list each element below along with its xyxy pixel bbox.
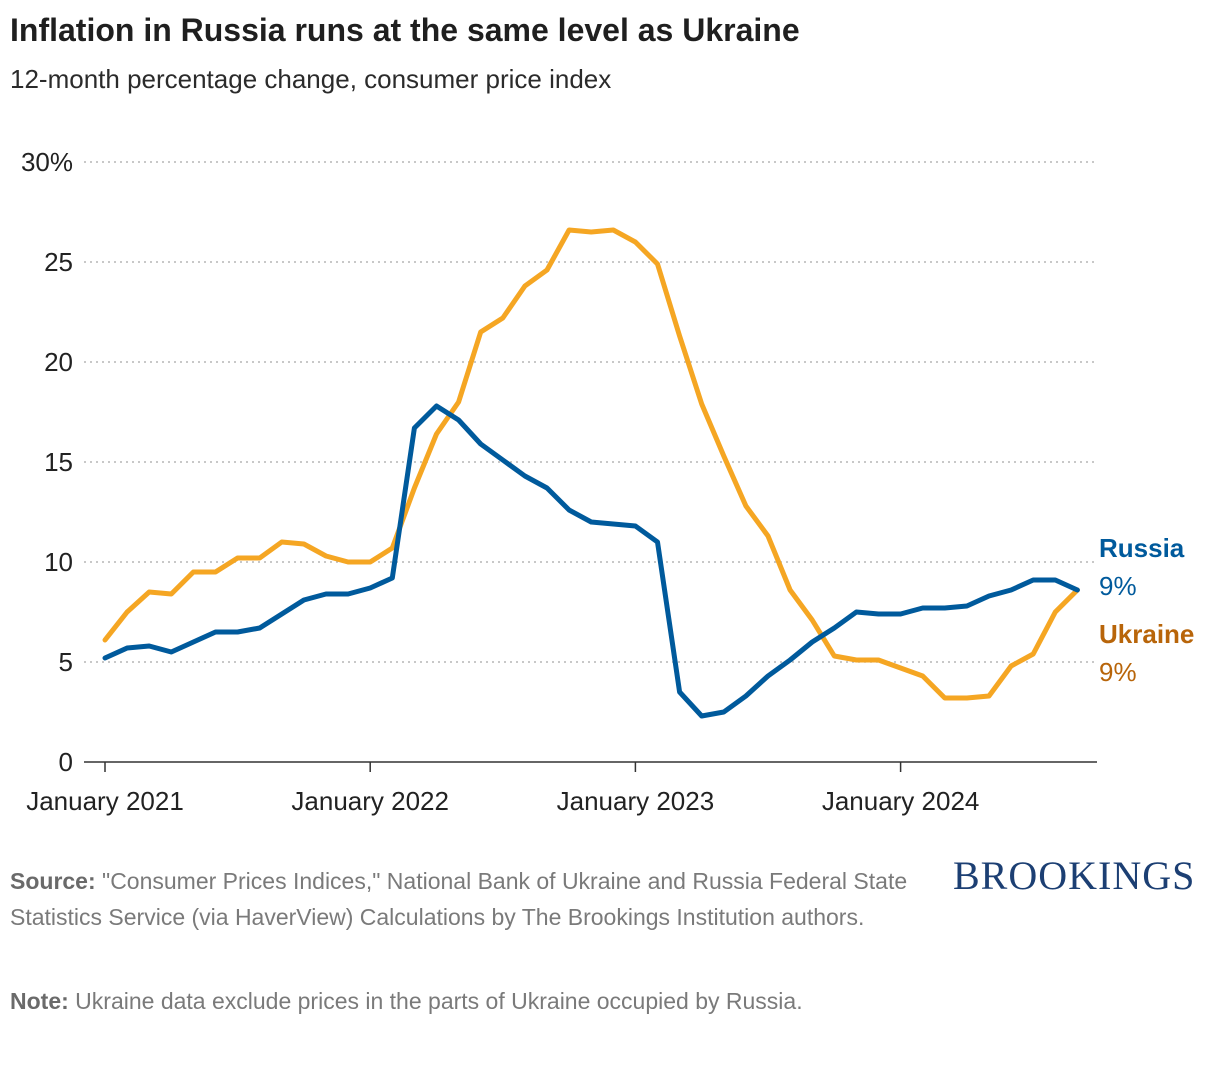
note-text: Ukraine data exclude prices in the parts… [68,988,803,1014]
chart-title: Inflation in Russia runs at the same lev… [10,12,800,48]
y-axis-labels: 0 5 10 15 20 25 30% [21,147,73,777]
y-tick-label: 25 [44,247,73,277]
x-axis: January 2021 January 2022 January 2023 Janu… [26,761,1097,816]
series-end-labels: Ukraine 9% Russia 9% [1099,533,1194,687]
source-note: Source: "Consumer Prices Indices," Natio… [10,863,910,935]
series-line-ukraine [102,227,1080,701]
x-tick-label: January 2023 [557,786,715,816]
series-line-russia [102,403,1080,719]
y-tick-label: 20 [44,347,73,377]
series-label-ukraine: Ukraine [1099,619,1194,649]
x-tick-label: January 2024 [822,786,980,816]
series-value-ukraine: 9% [1099,657,1137,687]
source-text: "Consumer Prices Indices," National Bank… [10,868,908,930]
source-label: Source: [10,868,96,894]
y-tick-label: 0 [59,747,73,777]
chart-subtitle: 12-month percentage change, consumer pri… [10,64,612,94]
gridlines [84,161,1097,663]
series-value-russia: 9% [1099,571,1137,601]
y-tick-label: 10 [44,547,73,577]
note-label: Note: [10,988,69,1014]
y-tick-label: 5 [59,647,73,677]
series-lines [102,227,1080,719]
y-tick-label: 15 [44,447,73,477]
y-tick-label: 30% [21,147,73,177]
brookings-logo: BROOKINGS [953,853,1196,898]
data-note: Note: Ukraine data exclude prices in the… [10,983,910,1019]
x-tick-label: January 2021 [26,786,184,816]
series-label-russia: Russia [1099,533,1185,563]
x-tick-label: January 2022 [291,786,449,816]
